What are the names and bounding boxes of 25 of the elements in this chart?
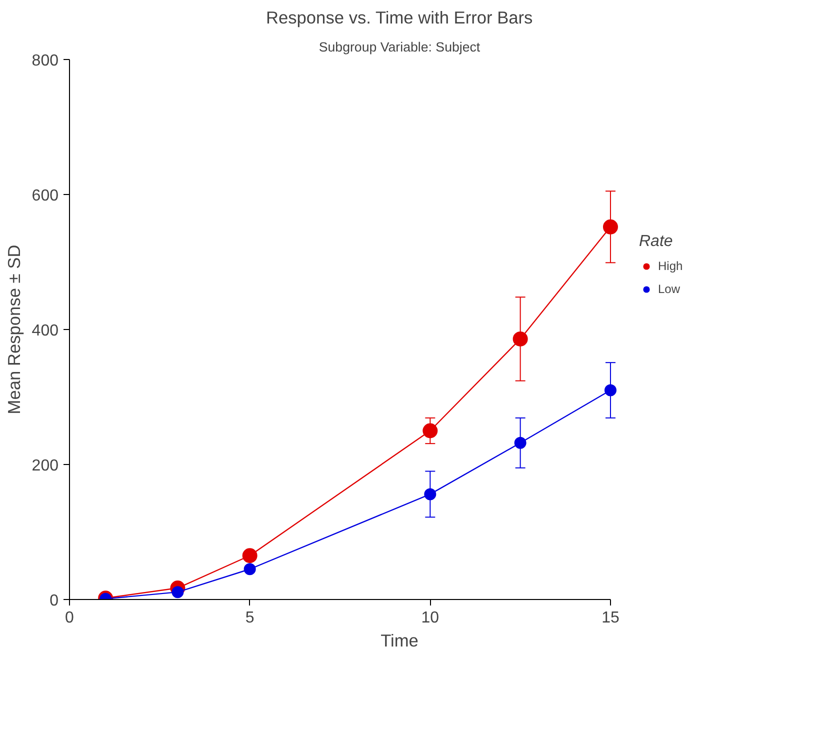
x-tick-label: 15 [602,610,620,626]
point [512,331,528,346]
y-tick-label: 200 [32,458,59,474]
chart-subtitle: Subgroup Variable: Subject [318,40,480,54]
y-tick-label: 600 [32,188,59,204]
point [244,563,256,576]
point [424,488,436,500]
legend-label: Low [658,282,680,296]
point [604,384,616,396]
legend-label: High [658,259,683,273]
x-tick-label: 5 [245,610,254,626]
x-axis-title: Time [380,630,418,650]
x-tick-label: 10 [421,610,440,626]
point [242,548,258,564]
point [422,423,438,438]
legend-title: Rate [639,233,674,251]
point [514,436,526,449]
y-axis-title: Mean Response ± SD [4,244,24,414]
y-tick-label: 800 [32,52,59,70]
point [172,586,184,598]
point [602,219,618,234]
y-tick-label: 0 [50,592,59,610]
x-tick-label: 0 [65,610,74,626]
chart-title: Response vs. Time with Error Bars [266,8,534,28]
y-tick-label: 400 [32,322,59,340]
